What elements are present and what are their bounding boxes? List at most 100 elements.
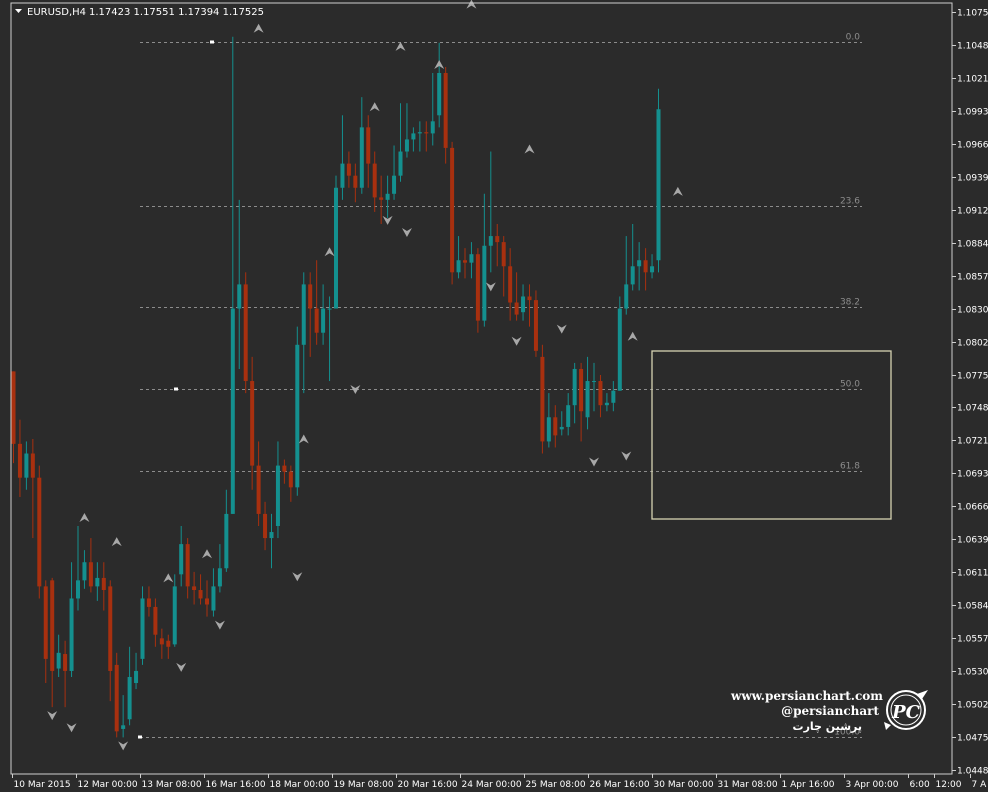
fractal-arrow-icon	[382, 215, 393, 225]
price-tick-label: 1.06660	[957, 503, 988, 513]
candle-body	[101, 577, 106, 591]
fib-anchor-handle[interactable]	[138, 735, 142, 739]
price-tick-label: 1.08300	[957, 306, 988, 316]
candle-body	[95, 577, 100, 587]
watermark: www.persianchart.com @persianchart پرشین…	[730, 689, 928, 733]
candle-body	[127, 676, 132, 720]
candle-body	[604, 402, 609, 406]
candle-body	[288, 471, 293, 488]
candle-body	[572, 368, 577, 406]
price-tick-label: 1.10755	[957, 9, 988, 19]
candle-body	[217, 568, 222, 587]
time-axis[interactable]: 10 Mar 2015 12 Mar 00:00 13 Mar 08:00 16 Ma…	[12, 774, 988, 790]
fib-label: 38.2	[840, 298, 860, 308]
candle-body	[159, 638, 164, 645]
time-tick-label: 12:00	[936, 780, 962, 790]
fib-anchor-handle[interactable]	[174, 387, 178, 391]
fib-label: 50.0	[840, 380, 860, 390]
fractal-arrow-icon	[298, 434, 309, 444]
price-tick-label: 1.08570	[957, 273, 988, 283]
fractal-arrow-icon	[66, 723, 77, 733]
price-tick-label: 1.10210	[957, 75, 988, 85]
candle-body	[179, 544, 184, 575]
candle-body	[508, 266, 513, 303]
candle-body	[450, 147, 455, 273]
candle-body	[463, 260, 467, 263]
candle-body	[598, 381, 603, 406]
candle-body	[643, 260, 648, 273]
candle-body	[211, 586, 216, 611]
fib-anchor-handle[interactable]	[210, 40, 214, 44]
highlight-rectangle[interactable]	[651, 350, 892, 520]
fractal-arrow-icon	[118, 741, 129, 751]
time-tick-label: 19 Mar 08:00	[334, 780, 394, 790]
fractal-arrow-icon	[401, 227, 412, 237]
candle-body	[475, 254, 480, 321]
candle-body	[146, 598, 151, 607]
fractal-markers	[47, 0, 683, 751]
candle-body	[230, 308, 235, 514]
price-tick-label: 1.09935	[957, 108, 988, 118]
fractal-arrow-icon	[395, 41, 406, 51]
candle-body	[76, 580, 80, 599]
time-tick-label: 13 Mar 08:00	[142, 780, 202, 790]
candle-body	[275, 465, 280, 526]
price-tick-label: 1.08845	[957, 240, 988, 250]
candle-body	[656, 109, 661, 261]
chevron-down-icon[interactable]	[15, 9, 22, 13]
candle-body	[650, 266, 655, 273]
candle-body	[353, 175, 358, 188]
ohlc-readout: 1.17423 1.17551 1.17394 1.17525	[89, 7, 264, 18]
candle-body	[359, 127, 364, 188]
fractal-arrow-icon	[556, 324, 567, 334]
candle-body	[566, 405, 571, 427]
candle-body	[559, 426, 564, 430]
time-tick-label: 18 Mar 00:00	[270, 780, 330, 790]
candle-body	[630, 266, 635, 285]
fractal-arrow-icon	[176, 662, 187, 672]
price-axis[interactable]: 1.10755 1.10480 1.10210 1.09935 1.09665 1.093…	[952, 9, 988, 777]
candle-body	[108, 586, 113, 671]
candle-body	[69, 598, 74, 671]
candle-body	[482, 245, 487, 321]
candle-body	[424, 132, 429, 134]
candle-body	[43, 586, 48, 659]
candles	[11, 36, 661, 738]
fractal-arrow-icon	[524, 144, 535, 154]
fractal-arrow-icon	[79, 512, 90, 522]
fractal-arrow-icon	[111, 537, 122, 547]
candle-body	[321, 308, 326, 333]
price-tick-label: 1.10480	[957, 42, 988, 52]
candle-body	[237, 284, 242, 309]
candle-body	[430, 121, 435, 134]
time-tick-label: 7 A	[972, 780, 988, 790]
candle-body	[501, 242, 506, 267]
fractal-arrow-icon	[202, 549, 212, 559]
fractal-arrow-icon	[434, 60, 445, 70]
price-tick-label: 1.07755	[957, 372, 988, 382]
candle-body	[443, 73, 448, 148]
candle-body	[37, 477, 42, 587]
candle-body	[340, 163, 345, 188]
candle-body	[153, 606, 158, 635]
price-tick-label: 1.09120	[957, 207, 988, 217]
fractal-arrow-icon	[621, 451, 632, 461]
candle-body	[134, 670, 139, 684]
fractal-arrow-icon	[589, 457, 599, 467]
candle-body	[50, 580, 55, 671]
candle-body	[295, 344, 300, 488]
price-tick-label: 1.08025	[957, 339, 988, 349]
candle-body	[30, 453, 35, 478]
time-tick-label: 30 Mar 00:00	[654, 780, 714, 790]
fractal-arrow-icon	[485, 282, 496, 292]
time-tick-label: 20 Mar 16:00	[398, 780, 458, 790]
candle-body	[63, 654, 68, 671]
candle-body	[379, 197, 384, 200]
fib-label: 61.8	[840, 462, 860, 472]
price-tick-label: 1.04750	[957, 734, 988, 744]
candle-body	[385, 193, 390, 200]
fib-label: 100.0	[834, 728, 860, 738]
